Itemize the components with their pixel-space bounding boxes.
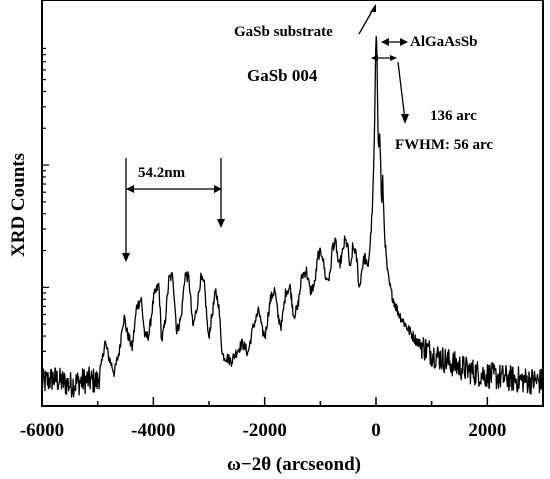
x-tick-label: -2000 xyxy=(243,420,287,441)
x-tick-labels: -6000 -4000 -2000 0 2000 xyxy=(20,420,506,441)
fwhm-marker-head-right xyxy=(390,55,397,61)
annotation-fringe-period: 54.2nm xyxy=(138,165,186,181)
x-tick-label: 2000 xyxy=(468,420,506,441)
annotation-gasb-004: GaSb 004 xyxy=(247,66,318,85)
annotations: GaSb substrate AlGaAsSb GaSb 004 136 arc… xyxy=(122,4,493,262)
fwhm-marker-head-left xyxy=(371,55,378,61)
plot-frame xyxy=(41,0,544,407)
arrow-algaassb-head-left xyxy=(381,38,389,46)
fringe-span-head-right xyxy=(214,185,222,193)
x-tick-label: -6000 xyxy=(20,420,64,441)
fringe-right-drop-head xyxy=(217,219,225,228)
tick-layer xyxy=(41,47,544,406)
annotation-136-arc: 136 arc xyxy=(430,108,477,124)
annotation-fwhm: FWHM: 56 arc xyxy=(395,137,493,153)
fringe-span-head-left xyxy=(126,185,134,193)
arrow-algaassb-head-right xyxy=(400,38,408,46)
arrow-substrate-head xyxy=(370,4,376,12)
fwhm-arrow-head xyxy=(401,114,409,124)
x-tick-label: -4000 xyxy=(131,420,175,441)
fwhm-arrow xyxy=(397,61,406,121)
series-line-xrd-counts xyxy=(41,35,544,398)
annotation-gasb-substrate: GaSb substrate xyxy=(234,24,333,40)
annotation-algaassb: AlGaAsSb xyxy=(410,34,478,50)
fringe-left-drop-head xyxy=(122,253,130,262)
x-axis-title: ω−2θ (arcseond) xyxy=(227,454,361,475)
y-axis-title: XRD Counts xyxy=(8,153,29,257)
x-tick-label: 0 xyxy=(371,420,381,441)
